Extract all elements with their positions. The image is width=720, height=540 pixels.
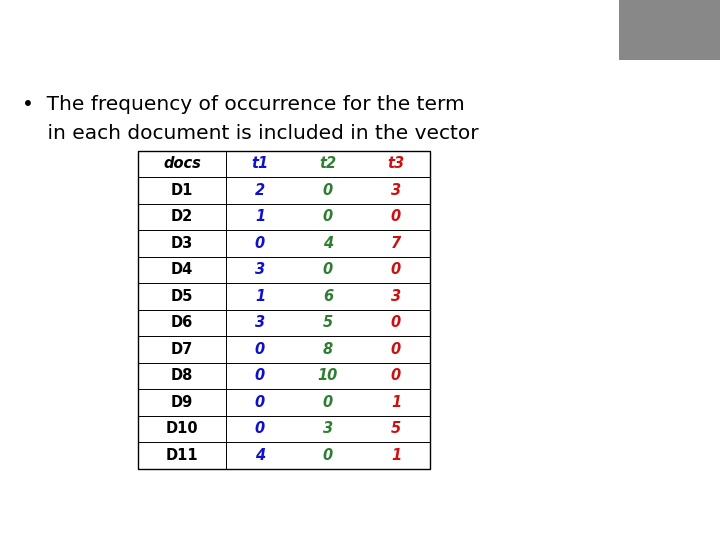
Text: D2: D2	[171, 210, 193, 224]
Text: 0: 0	[255, 368, 265, 383]
Text: 2009.02.11 - SLIDE 11: 2009.02.11 - SLIDE 11	[595, 513, 711, 523]
Text: 3: 3	[255, 262, 265, 278]
Text: 3: 3	[391, 183, 401, 198]
Text: 0: 0	[255, 395, 265, 410]
Text: D11: D11	[166, 448, 198, 463]
Text: 3: 3	[255, 315, 265, 330]
Text: D1: D1	[171, 183, 193, 198]
Text: D10: D10	[166, 421, 198, 436]
Text: 0: 0	[391, 315, 401, 330]
Text: 10: 10	[318, 368, 338, 383]
Text: 0: 0	[255, 236, 265, 251]
Text: D5: D5	[171, 289, 193, 304]
Text: 0: 0	[391, 262, 401, 278]
Text: docs: docs	[163, 156, 201, 171]
Text: •  The frequency of occurrence for the term: • The frequency of occurrence for the te…	[22, 96, 464, 114]
Text: t3: t3	[387, 156, 405, 171]
Text: 0: 0	[323, 448, 333, 463]
Text: D6: D6	[171, 315, 193, 330]
Text: UC Berkeley School of Information: UC Berkeley School of Information	[276, 513, 444, 523]
Text: 0: 0	[391, 210, 401, 224]
Text: t2: t2	[320, 156, 336, 171]
Text: IS 240 – Spring 2009: IS 240 – Spring 2009	[9, 513, 117, 523]
Text: 0: 0	[255, 342, 265, 357]
Text: 1: 1	[255, 289, 265, 304]
Text: 0: 0	[323, 262, 333, 278]
Text: 7: 7	[391, 236, 401, 251]
Text: 1: 1	[391, 448, 401, 463]
Text: 0: 0	[391, 368, 401, 383]
Text: 0: 0	[255, 421, 265, 436]
Text: D4: D4	[171, 262, 193, 278]
Text: D9: D9	[171, 395, 193, 410]
Text: 0: 0	[391, 342, 401, 357]
Text: 2: 2	[255, 183, 265, 198]
Text: 8: 8	[323, 342, 333, 357]
Text: 0: 0	[323, 210, 333, 224]
Text: 3: 3	[323, 421, 333, 436]
Text: D7: D7	[171, 342, 193, 357]
Text: D3: D3	[171, 236, 193, 251]
Text: in each document is included in the vector: in each document is included in the vect…	[22, 124, 479, 143]
Text: 4: 4	[323, 236, 333, 251]
Text: 4: 4	[255, 448, 265, 463]
Text: 0: 0	[323, 183, 333, 198]
Text: 1: 1	[255, 210, 265, 224]
Text: 1: 1	[391, 395, 401, 410]
Text: t1: t1	[251, 156, 269, 171]
Text: D8: D8	[171, 368, 193, 383]
Bar	[138, 151, 430, 469]
Text: 5: 5	[323, 315, 333, 330]
Text: 3: 3	[391, 289, 401, 304]
Text: 6: 6	[323, 289, 333, 304]
Text: 5: 5	[391, 421, 401, 436]
Text: Raw Term Weights: Raw Term Weights	[14, 17, 281, 45]
Text: 0: 0	[323, 395, 333, 410]
